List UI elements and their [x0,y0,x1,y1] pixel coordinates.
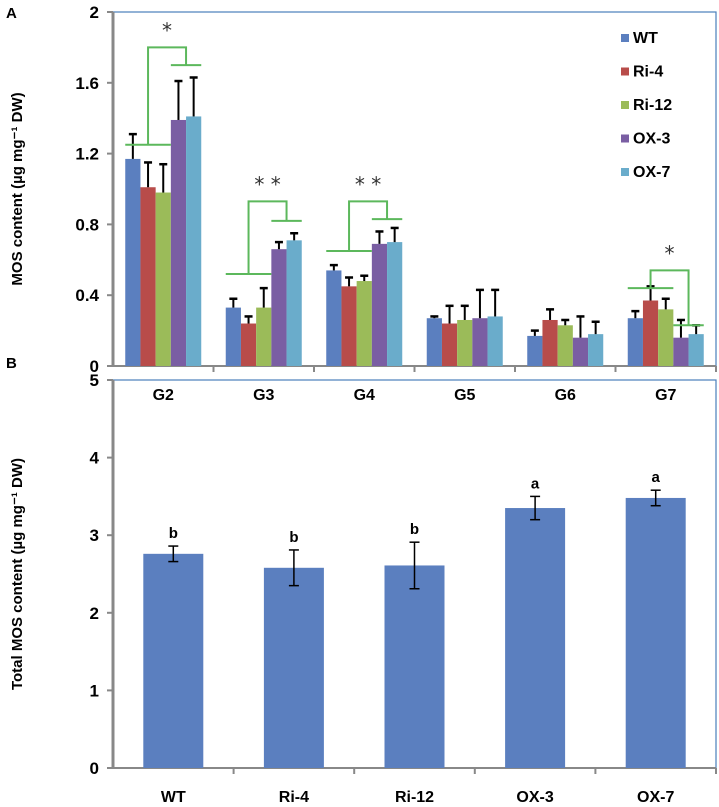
bar-G6-WT [527,335,543,366]
y-tick-label: 0 [90,357,99,376]
bar-G4-WT [326,270,342,366]
y-tick-label: 4 [90,449,100,468]
y-tick-label: 3 [90,526,99,545]
plot-border [112,11,717,367]
bar-OX-7 [625,497,686,768]
panel-label: A [6,5,17,22]
legend-label: Ri-12 [633,97,672,114]
x-tick-label: WT [161,789,186,806]
bar-G3-WT [225,307,241,366]
y-tick-label: 5 [90,371,99,390]
y-tick-label: 1.6 [75,74,99,93]
significance-letter: b [169,525,178,542]
y-axis-label: MOS content (µg mg⁻¹ DW) [9,92,26,285]
bar-G7-WT [627,318,643,366]
bar-G3-OX-7 [286,240,302,366]
significance-mark: * [162,18,172,42]
bar-G2-Ri-4 [140,187,156,366]
bar-G4-OX-3 [371,243,388,366]
x-tick-label: G2 [153,387,174,404]
legend-label: Ri-4 [633,64,663,81]
bar-G3-Ri-4 [240,323,257,366]
bar-WT [143,553,204,768]
bar-G5-Ri-12 [457,319,473,366]
bar-G6-Ri-12 [557,325,573,366]
significance-mark: * * [355,172,381,196]
significance-letter: a [652,469,661,486]
panel-label: B [6,355,17,372]
significance-letter: b [289,529,298,546]
bar-G5-WT [426,318,442,366]
x-tick-label: G3 [253,387,274,404]
y-tick-label: 1.2 [75,145,99,164]
bar-G7-OX-7 [688,334,704,366]
bar-Ri-4 [263,567,324,768]
significance-mark: * * [254,172,280,196]
x-tick-label: G6 [555,387,576,404]
x-tick-label: Ri-4 [279,789,309,806]
bar-G2-OX-7 [186,116,202,367]
bar-Ri-12 [384,565,445,768]
x-tick-label: G4 [354,387,375,404]
bar-G6-OX-3 [572,337,589,366]
y-tick-label: 0.8 [75,215,99,234]
y-tick-label: 1 [90,681,99,700]
x-tick-label: G7 [655,387,676,404]
legend-swatch-WT [621,34,629,42]
y-tick-label: 2 [90,3,99,22]
significance-bracket [649,269,690,326]
bar-G5-OX-3 [472,318,488,366]
y-tick-label: 2 [90,604,99,623]
bar-G5-OX-7 [487,316,503,366]
x-tick-label: OX-7 [637,789,674,806]
bar-G2-Ri-12 [155,192,171,366]
bar-G7-Ri-12 [658,309,674,366]
significance-bracket [247,200,288,274]
significance-mark: * [665,241,675,265]
bar-G3-Ri-12 [256,307,272,366]
bar-G4-Ri-12 [356,281,372,366]
bar-G7-Ri-4 [642,300,659,366]
legend-label: OX-7 [633,164,670,181]
y-tick-label: 0.4 [75,286,99,305]
significance-bracket [348,200,389,251]
x-tick-label: G5 [454,387,475,404]
bar-G2-WT [125,158,141,366]
legend-swatch-OX-7 [621,168,629,176]
bar-G7-OX-3 [673,337,689,366]
bar-G6-Ri-4 [542,319,558,366]
y-tick-label: 0 [90,759,99,778]
legend-label: WT [633,30,658,47]
legend-label: OX-3 [633,131,670,148]
significance-letter: b [410,521,419,538]
legend-swatch-OX-3 [621,134,629,143]
bar-G3-OX-3 [271,249,287,366]
bar-G4-OX-7 [387,242,403,366]
x-tick-label: OX-3 [516,789,553,806]
legend-swatch-Ri-4 [621,67,629,76]
bar-OX-3 [505,508,566,768]
legend-swatch-Ri-12 [621,101,629,109]
bar-G5-Ri-4 [441,323,458,366]
significance-bracket [147,46,188,145]
y-axis-label: Total MOS content (µg mg⁻¹ DW) [9,458,26,690]
significance-letter: a [531,475,540,492]
bar-G4-Ri-4 [341,286,357,366]
bar-G6-OX-7 [588,334,604,366]
x-tick-label: Ri-12 [395,789,434,806]
bar-G2-OX-3 [170,119,187,366]
